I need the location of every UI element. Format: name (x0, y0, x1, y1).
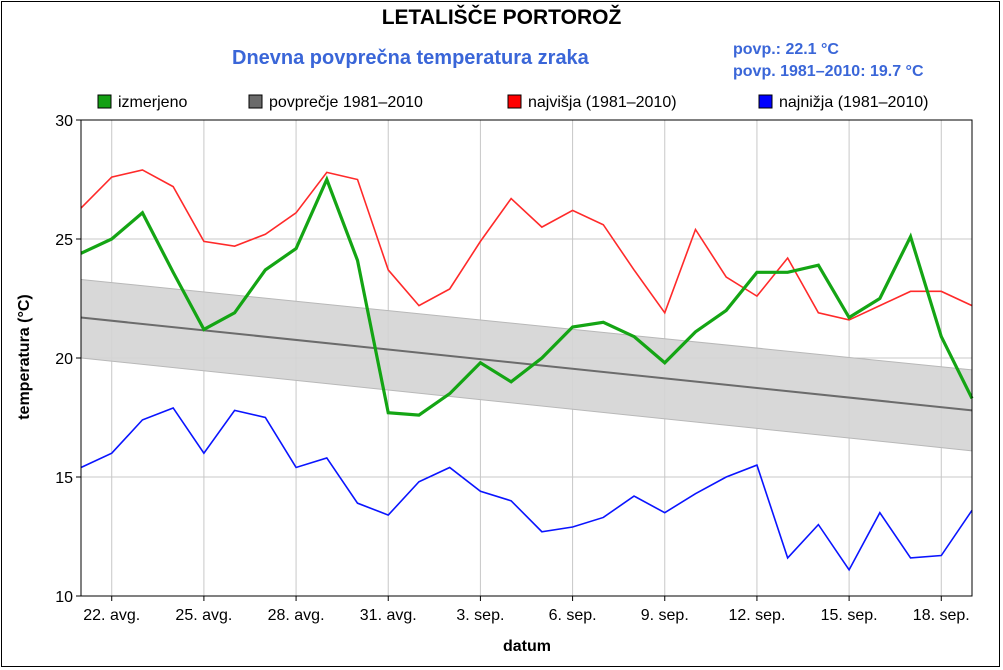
legend: izmerjeno povprečje 1981–2010 najvišja (19… (97, 94, 928, 111)
y-tick-label: 15 (55, 470, 73, 487)
normal-average-label: povp. 1981–2010: 19.7 °C (733, 63, 924, 80)
x-tick-label: 3. sep. (456, 607, 504, 624)
x-tick-label: 25. avg. (175, 607, 232, 624)
x-tick-label: 22. avg. (83, 607, 140, 624)
x-tick-label: 9. sep. (641, 607, 689, 624)
legend-swatch (758, 94, 773, 109)
legend-swatch (507, 94, 522, 109)
series-record-high (80, 169, 973, 321)
legend-label: najvišja (1981–2010) (528, 94, 677, 111)
x-tick-label: 6. sep. (549, 607, 597, 624)
x-tick-label: 18. sep. (913, 607, 970, 624)
legend-label: povprečje 1981–2010 (269, 94, 423, 111)
legend-swatch (248, 94, 263, 109)
y-tick-label: 20 (55, 351, 73, 368)
legend-label: izmerjeno (118, 94, 187, 111)
page-title: LETALIŠČE PORTOROŽ (381, 6, 622, 29)
normal-range-band (80, 278, 973, 452)
axes: 10 15 20 25 30 22. avg. 25. avg. 28. avg. 31. av… (55, 113, 973, 624)
series-record-low (80, 407, 973, 572)
series-normal-mean (80, 316, 973, 412)
y-tick-label: 10 (55, 589, 73, 606)
x-axis-title: datum (503, 638, 551, 655)
chart-subtitle: Dnevna povprečna temperatura zraka (232, 47, 589, 69)
x-tick-label: 28. avg. (268, 607, 325, 624)
legend-label: najnižja (1981–2010) (779, 94, 928, 111)
legend-swatch (97, 94, 112, 109)
y-axis-title: temperatura (°C) (16, 294, 33, 420)
x-tick-label: 12. sep. (728, 607, 785, 624)
normal-band-lower-edge (80, 357, 973, 452)
y-tick-label: 30 (55, 113, 73, 130)
normal-band-upper-edge (80, 278, 973, 371)
normal-band-area (81, 279, 972, 451)
x-tick-label: 31. avg. (360, 607, 417, 624)
y-tick-label: 25 (55, 232, 73, 249)
series-lines (80, 169, 974, 572)
current-average-label: povp.: 22.1 °C (733, 41, 839, 58)
x-tick-label: 15. sep. (821, 607, 878, 624)
series-measured (80, 175, 974, 417)
